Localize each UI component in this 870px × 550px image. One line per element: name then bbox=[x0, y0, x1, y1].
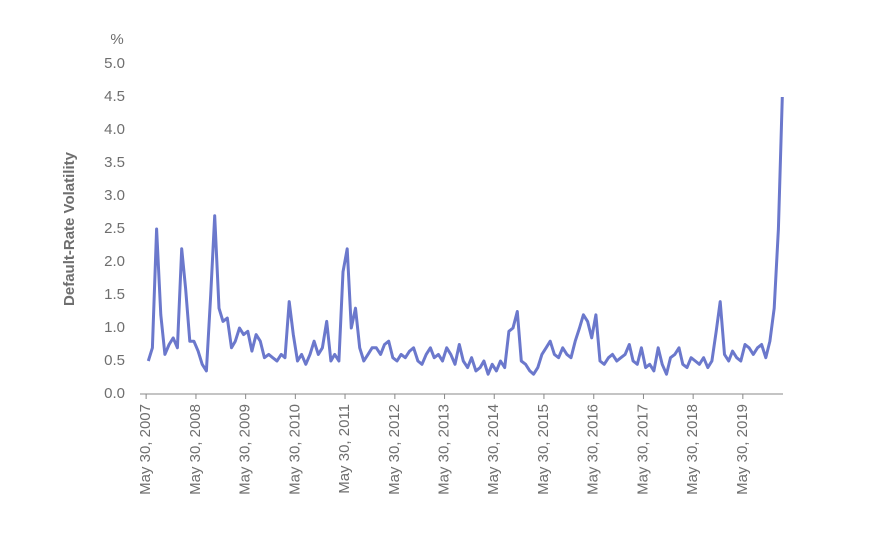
y-axis-label: Default-Rate Volatility bbox=[61, 151, 78, 306]
y-unit: % bbox=[110, 31, 123, 48]
y-tick-label: 0.5 bbox=[104, 352, 125, 369]
x-tick-label: May 30, 2010 bbox=[286, 404, 303, 495]
x-tick-label: May 30, 2007 bbox=[137, 404, 154, 495]
y-tick-label: 3.0 bbox=[104, 187, 125, 204]
x-tick-label: May 30, 2015 bbox=[535, 404, 552, 495]
x-tick-label: May 30, 2013 bbox=[436, 404, 453, 495]
x-tick-label: May 30, 2016 bbox=[585, 404, 602, 495]
x-tick-label: May 30, 2012 bbox=[386, 404, 403, 495]
x-tick-label: May 30, 2009 bbox=[237, 404, 254, 495]
line-series bbox=[146, 96, 784, 376]
x-tick-label: May 30, 2008 bbox=[187, 404, 204, 495]
y-tick-label: 4.5 bbox=[104, 88, 125, 105]
x-tick-label: May 30, 2019 bbox=[734, 404, 751, 495]
x-tick-label: May 30, 2014 bbox=[485, 404, 502, 495]
x-tick-label: May 30, 2011 bbox=[336, 404, 353, 494]
y-tick-label: 0.0 bbox=[104, 385, 125, 402]
y-tick-label: 2.5 bbox=[104, 220, 125, 237]
y-tick-label: 3.5 bbox=[104, 154, 125, 171]
y-tick-label: 5.0 bbox=[104, 55, 125, 72]
x-tick-label: May 30, 2017 bbox=[634, 404, 651, 495]
y-tick-label: 4.0 bbox=[104, 121, 125, 138]
y-tick-label: 2.0 bbox=[104, 253, 125, 270]
y-tick-label: 1.5 bbox=[104, 286, 125, 303]
y-tick-label: 1.0 bbox=[104, 319, 125, 336]
x-tick-label: May 30, 2018 bbox=[684, 404, 701, 495]
